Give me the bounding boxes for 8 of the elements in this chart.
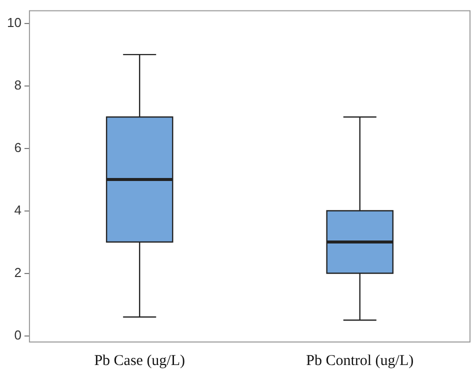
y-tick-label: 0	[14, 327, 22, 342]
y-tick-label: 6	[14, 140, 22, 155]
y-tick-label: 4	[14, 202, 22, 218]
y-tick-label: 2	[14, 264, 22, 280]
y-tick-label: 10	[6, 14, 22, 30]
x-tick-label: Pb Control (ug/L)	[306, 352, 414, 369]
y-tick-label: 8	[14, 77, 22, 92]
x-tick-label: Pb Case (ug/L)	[94, 352, 186, 369]
